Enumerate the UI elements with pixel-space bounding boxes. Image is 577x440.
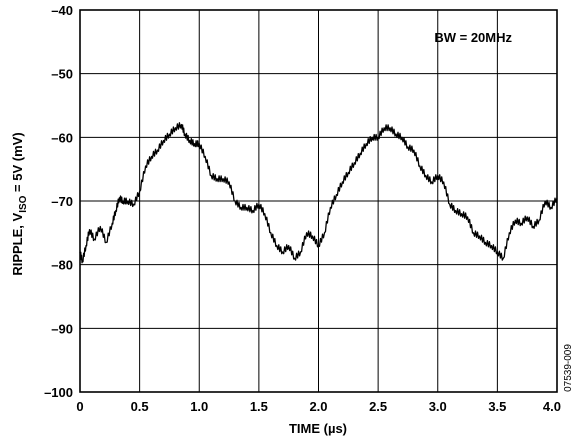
y-tick-label: –60: [51, 130, 73, 145]
x-tick-label: 4.0: [543, 399, 561, 414]
x-tick-labels: 0 0.5 1.0 1.5 2.0 2.5 3.0 3.5 4.0: [76, 399, 561, 414]
grid-layer: [79, 9, 558, 393]
y-axis-label-prefix: RIPPLE, V: [10, 212, 25, 275]
y-tick-label: –40: [51, 3, 73, 18]
plot-frame: [79, 9, 558, 393]
y-tick-label: –50: [51, 67, 73, 82]
y-axis-label: RIPPLE, VISO = 5V (mV): [10, 132, 29, 275]
y-tick-label: –80: [51, 258, 73, 273]
y-axis-label-subscript: ISO: [18, 195, 29, 212]
bandwidth-annotation: BW = 20MHz: [434, 30, 512, 45]
x-tick-label: 3.5: [488, 399, 506, 414]
y-tick-label: –70: [51, 194, 73, 209]
y-tick-label: –100: [44, 385, 73, 400]
x-tick-label: 2.5: [369, 399, 387, 414]
x-tick-label: 2.0: [309, 399, 327, 414]
y-tick-label: –90: [51, 321, 73, 336]
y-tick-labels: –40 –50 –60 –70 –80 –90 –100: [44, 3, 73, 400]
x-tick-label: 0: [76, 399, 83, 414]
figure-id-label: 07539-009: [563, 344, 574, 392]
x-tick-label: 0.5: [131, 399, 149, 414]
ripple-trace-line: [79, 122, 558, 264]
x-tick-label: 1.5: [250, 399, 268, 414]
y-axis-label-suffix: = 5V (mV): [10, 132, 25, 195]
x-axis-label: TIME (µs): [289, 421, 347, 436]
x-tick-label: 3.0: [429, 399, 447, 414]
x-tick-label: 1.0: [190, 399, 208, 414]
